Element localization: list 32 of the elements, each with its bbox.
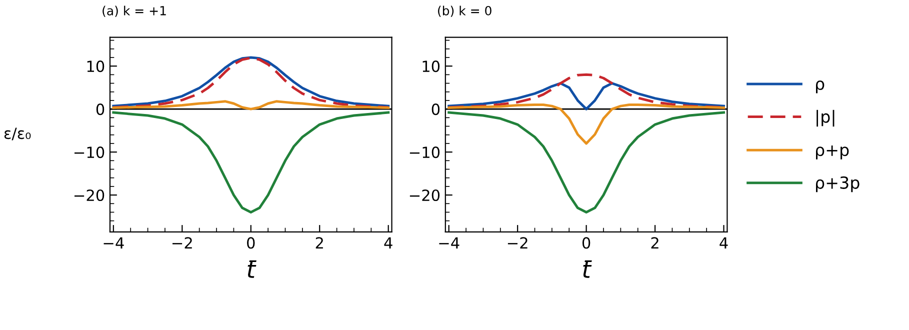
x-tick-label: 4	[384, 237, 392, 248]
x-axis-title: t̄	[248, 260, 256, 278]
line-series	[448, 82, 726, 110]
y-tick-label: 0	[432, 104, 440, 116]
x-tick-label: −4	[104, 237, 124, 248]
line-series	[448, 104, 726, 145]
x-tick-label: −2	[172, 237, 192, 248]
y-axis-title: ε/ε₀	[4, 128, 31, 140]
x-tick-label: −2	[508, 237, 528, 248]
y-tick-label: −10	[410, 146, 440, 158]
line-series	[112, 111, 390, 214]
x-tick-label: 4	[720, 237, 728, 248]
y-tick-label: −20	[410, 189, 440, 202]
legend-label: |p|	[816, 110, 834, 127]
legend-label: ρ+p	[816, 145, 849, 160]
x-tick-label: 0	[582, 237, 590, 249]
y-tick-label: 10	[422, 60, 440, 72]
line-series	[112, 100, 390, 110]
line-series	[448, 111, 726, 214]
y-tick-label: 10	[87, 60, 104, 72]
x-tick-label: 0	[247, 237, 255, 249]
x-tick-label: 2	[316, 237, 323, 248]
y-tick-label: 0	[96, 104, 104, 116]
chart-title: (a) k = +1	[102, 6, 166, 17]
x-tick-label: 2	[651, 237, 658, 248]
legend-label: ρ+3p	[816, 176, 860, 192]
chart-title: (b) k = 0	[438, 6, 492, 17]
legend-label: ρ	[816, 80, 824, 94]
y-tick-label: −10	[74, 146, 104, 158]
x-tick-label: −4	[439, 237, 460, 248]
x-axis-title: t̄	[583, 260, 592, 278]
y-tick-label: −20	[74, 189, 104, 202]
